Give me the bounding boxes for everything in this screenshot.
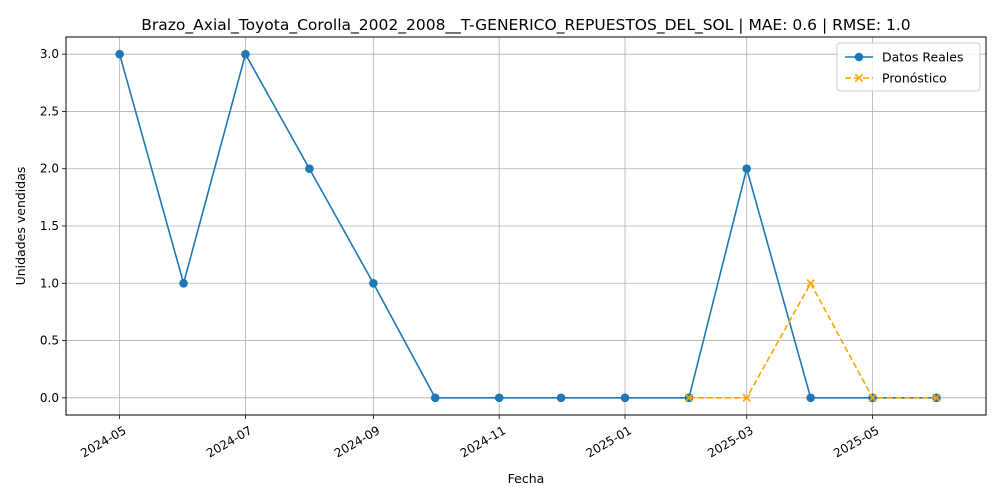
marker-stroke bbox=[932, 393, 941, 402]
x-tick-label: 2025-03 bbox=[705, 423, 755, 460]
series-0-point bbox=[369, 278, 378, 288]
series-layer bbox=[115, 49, 941, 403]
legend: Datos Reales Pronóstico bbox=[836, 42, 981, 92]
y-tick-label: 2.0 bbox=[40, 162, 59, 176]
series-1-point bbox=[868, 393, 877, 402]
series-0-point bbox=[179, 278, 188, 288]
x-axis-label: Fecha bbox=[508, 471, 545, 486]
grid-lines bbox=[66, 37, 986, 415]
x-tick-label: 2024-05 bbox=[78, 423, 128, 460]
series-line-1 bbox=[688, 282, 937, 399]
legend-marker-0 bbox=[854, 52, 864, 62]
series-0-point bbox=[556, 393, 566, 403]
series-0-point bbox=[115, 49, 124, 59]
series-1-point bbox=[932, 393, 941, 402]
y-axis-label: Unidades vendidas bbox=[13, 167, 28, 286]
series-0-point bbox=[806, 393, 815, 403]
legend-marker-1 bbox=[854, 73, 864, 83]
legend-label-1: Pronóstico bbox=[882, 71, 947, 86]
x-tick-label: 2024-09 bbox=[332, 423, 382, 460]
y-tick-label: 2.5 bbox=[40, 104, 59, 118]
marker-stroke bbox=[742, 393, 751, 402]
series-1-point bbox=[742, 393, 751, 402]
series-line-0 bbox=[118, 53, 937, 399]
y-tick-label: 1.5 bbox=[40, 219, 59, 233]
y-tick-label: 0.5 bbox=[40, 334, 59, 348]
x-tick-label: 2024-07 bbox=[204, 423, 254, 460]
marker-stroke bbox=[868, 393, 877, 402]
marker-stroke bbox=[854, 73, 864, 83]
x-tick-label: 2025-05 bbox=[831, 423, 881, 460]
series-0-point bbox=[305, 164, 314, 174]
y-tick-label: 3.0 bbox=[40, 47, 59, 61]
series-1-point bbox=[806, 279, 815, 288]
x-tick-label: 2024-11 bbox=[458, 423, 508, 460]
y-tick-label: 1.0 bbox=[40, 276, 59, 290]
series-0-point bbox=[430, 393, 440, 403]
x-tick-label: 2025-01 bbox=[584, 423, 634, 460]
series-0-point bbox=[742, 164, 752, 174]
series-0-point bbox=[494, 393, 504, 403]
chart-title: Brazo_Axial_Toyota_Corolla_2002_2008__T-… bbox=[141, 16, 910, 35]
legend-label-0: Datos Reales bbox=[882, 50, 963, 65]
marker-stroke bbox=[684, 393, 694, 402]
series-0-point bbox=[620, 393, 630, 403]
series-0-point bbox=[241, 49, 250, 59]
series-1-point bbox=[684, 393, 694, 402]
legend-box bbox=[836, 42, 981, 92]
y-tick-label: 0.0 bbox=[40, 391, 59, 405]
marker-stroke bbox=[806, 279, 815, 288]
